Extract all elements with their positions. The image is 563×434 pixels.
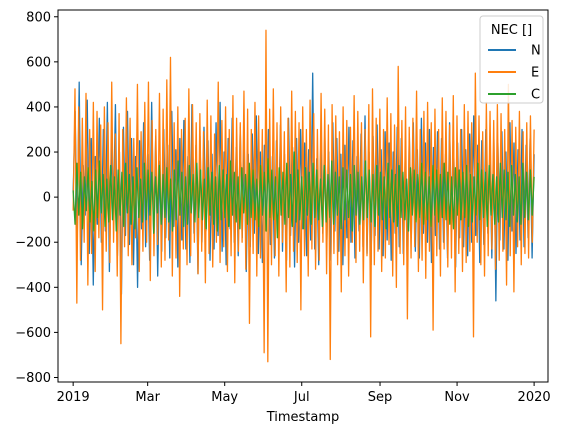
y-tick-label: 600: [26, 55, 51, 70]
y-tick-label: −400: [15, 281, 51, 296]
x-axis-title: Timestamp: [266, 410, 340, 425]
legend-label-n: N: [531, 44, 541, 59]
series-line-c: [72, 151, 535, 239]
y-tick-label: −600: [15, 326, 51, 341]
series-line-e: [72, 29, 535, 363]
legend: NEC [] NEC: [479, 15, 544, 104]
legend-box: [479, 15, 544, 104]
plot-frame: [57, 9, 549, 383]
series-layer: [72, 29, 535, 363]
y-tick-label: 800: [26, 10, 51, 25]
x-tick-label: Sep: [368, 390, 393, 405]
y-axis: −800 −600 −400 −200 0 200 400 600 800: [15, 10, 58, 386]
x-tick-label: 2020: [518, 390, 551, 405]
x-axis: 2019 Mar May Jul Sep Nov 2020: [57, 382, 551, 405]
x-tick-label: Nov: [444, 390, 470, 405]
y-tick-label: 200: [26, 146, 51, 161]
legend-label-e: E: [531, 66, 539, 81]
x-tick-label: Jul: [293, 390, 310, 405]
x-tick-label: May: [211, 390, 238, 405]
legend-label-c: C: [531, 88, 540, 103]
y-tick-label: 400: [26, 100, 51, 115]
x-tick-label: 2019: [57, 390, 90, 405]
legend-title: NEC []: [491, 23, 532, 38]
x-tick-label: Mar: [135, 390, 160, 405]
y-tick-label: −800: [15, 371, 51, 386]
y-tick-label: −200: [15, 236, 51, 251]
y-tick-label: 0: [43, 191, 51, 206]
